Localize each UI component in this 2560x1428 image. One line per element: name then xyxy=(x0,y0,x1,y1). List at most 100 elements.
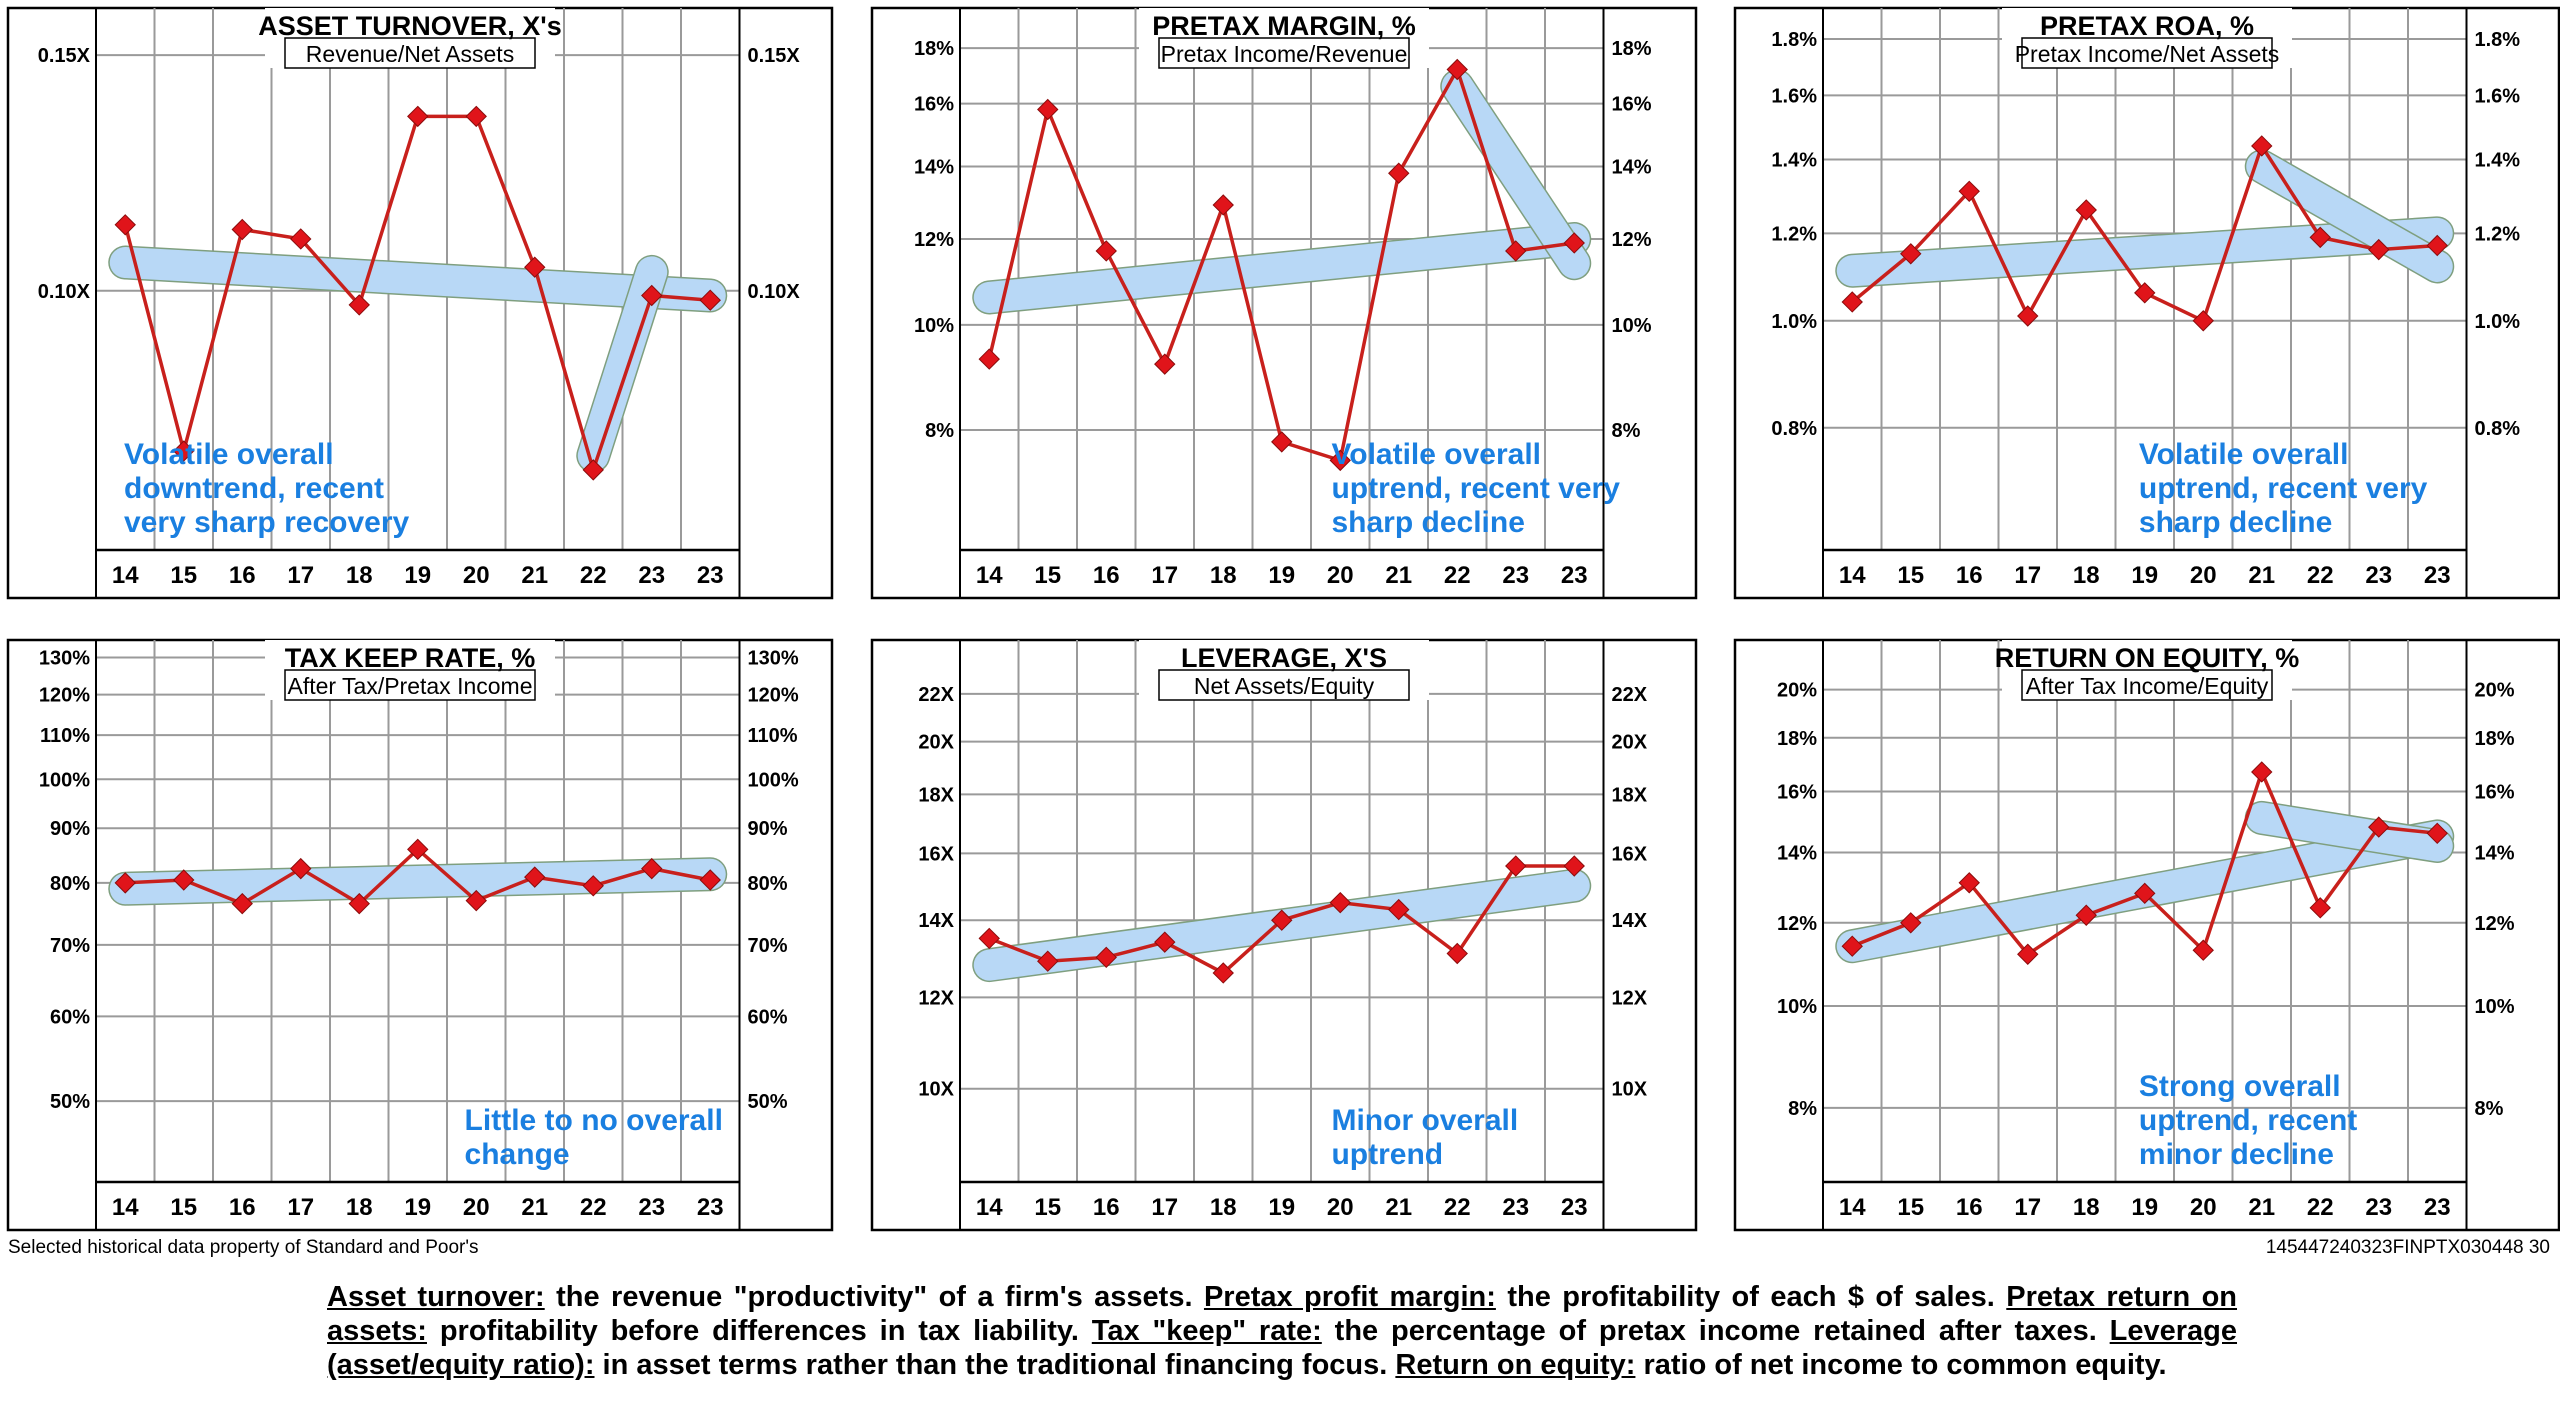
x-tick-label: 20 xyxy=(2190,562,2217,589)
annotation-text: Minor overall xyxy=(1331,1104,1518,1137)
y-tick-label-right: 16X xyxy=(1612,843,1648,865)
y-tick-label-left: 80% xyxy=(50,873,90,895)
y-tick-label-left: 50% xyxy=(50,1091,90,1113)
y-tick-label-left: 90% xyxy=(50,818,90,840)
data-point-marker xyxy=(2309,226,2331,249)
x-tick-label: 16 xyxy=(229,1194,256,1221)
data-point-marker xyxy=(2192,939,2214,961)
x-tick-label: 22 xyxy=(2307,1194,2334,1221)
data-point-marker xyxy=(2426,822,2448,845)
y-tick-label-right: 60% xyxy=(748,1006,788,1028)
trend-band-long xyxy=(109,247,726,311)
data-point-marker xyxy=(173,440,195,462)
y-tick-label-right: 14X xyxy=(1612,910,1648,932)
annotation-text: downtrend, recent xyxy=(124,472,384,505)
data-point-marker xyxy=(699,289,721,311)
y-tick-label-left: 130% xyxy=(39,648,90,670)
data-point-marker xyxy=(1958,180,1980,203)
x-tick-label: 21 xyxy=(2248,562,2275,589)
data-point-marker xyxy=(1900,243,1922,265)
data-point-marker xyxy=(1900,912,1922,934)
data-point-marker xyxy=(2251,761,2273,783)
subtitle-box xyxy=(2021,669,2273,701)
y-tick-label-right: 1.6% xyxy=(2475,85,2521,107)
x-tick-label: 14 xyxy=(976,1194,1003,1221)
data-point-marker xyxy=(641,857,663,880)
glossary-text: the percentage of pretax income retained… xyxy=(1321,1315,2110,1347)
y-tick-label-left: 16X xyxy=(918,843,954,865)
data-point-marker xyxy=(114,872,136,894)
glossary-text: the revenue "productivity" of a firm's a… xyxy=(544,1281,1204,1313)
x-tick-label: 23 xyxy=(2424,1194,2451,1221)
data-point-marker xyxy=(1329,449,1351,472)
y-tick-label-right: 100% xyxy=(748,769,799,791)
y-tick-label-right: 1.2% xyxy=(2475,223,2521,245)
y-tick-label-right: 22X xyxy=(1612,684,1648,706)
chart-grid: 0.15X 0.15X 0.10X 0.10X 14 15 16 17 18 19 20 21 22 23… xyxy=(6,6,2560,1232)
x-tick-label: 16 xyxy=(1093,562,1120,589)
x-tick-label: 18 xyxy=(1210,1194,1237,1221)
data-point-marker xyxy=(1958,872,1980,894)
data-point-marker xyxy=(978,348,1000,370)
trend-band-recent xyxy=(577,256,668,472)
y-tick-label-right: 130% xyxy=(748,648,799,670)
data-point-marker xyxy=(2309,897,2331,919)
x-tick-label: 19 xyxy=(2131,562,2158,589)
chart-panel-1: 0.15X 0.15X 0.10X 0.10X 14 15 16 17 18 19 20 21 22 23… xyxy=(6,6,834,600)
x-tick-label: 23 xyxy=(1561,1194,1588,1221)
x-tick-label: 22 xyxy=(1444,1194,1471,1221)
glossary-text: the profitability of each $ of sales. xyxy=(1495,1281,2007,1313)
data-point-marker xyxy=(173,869,195,891)
x-tick-label: 20 xyxy=(2190,1194,2217,1221)
glossary-term: Leverage (asset/equity ratio): xyxy=(327,1315,2238,1381)
subtitle-box xyxy=(284,669,536,701)
y-tick-label-right: 14% xyxy=(1612,156,1652,178)
y-tick-label-right: 20X xyxy=(1612,732,1648,754)
subtitle-box xyxy=(1158,669,1410,701)
data-point-marker xyxy=(2368,238,2390,261)
data-point-marker xyxy=(1212,962,1234,984)
x-tick-label: 21 xyxy=(521,562,548,589)
subtitle-box xyxy=(1158,37,1410,69)
y-tick-label-left: 0.8% xyxy=(1771,418,1817,440)
x-tick-label: 18 xyxy=(1210,562,1237,589)
annotation-text: Little to no overall xyxy=(465,1104,723,1137)
x-tick-label: 15 xyxy=(1897,1194,1924,1221)
y-tick-label-right: 1.0% xyxy=(2475,311,2521,333)
x-tick-label: 14 xyxy=(1839,1194,1866,1221)
data-point-marker xyxy=(2368,816,2390,838)
y-tick-label-right: 12X xyxy=(1612,987,1648,1009)
y-tick-label-left: 14% xyxy=(1777,842,1817,864)
y-tick-label-right: 10% xyxy=(1612,315,1652,337)
data-point-marker xyxy=(1841,291,1863,313)
y-tick-label-left: 60% xyxy=(50,1006,90,1028)
chart-title: PRETAX ROA, % xyxy=(2040,11,2254,41)
y-tick-label-left: 18% xyxy=(914,38,954,60)
x-tick-label: 17 xyxy=(287,562,314,589)
data-point-marker xyxy=(2251,135,2273,157)
trend-band-long xyxy=(973,223,1590,313)
y-tick-label-right: 18X xyxy=(1612,784,1648,806)
y-tick-label-left: 1.4% xyxy=(1771,149,1817,171)
x-tick-label: 15 xyxy=(1034,562,1061,589)
data-point-marker xyxy=(1446,942,1468,965)
data-point-marker xyxy=(1841,935,1863,957)
x-tick-label: 14 xyxy=(112,1194,139,1221)
x-tick-label: 18 xyxy=(2073,1194,2100,1221)
chart-subtitle: Pretax Income/Revenue xyxy=(1161,41,1408,67)
y-tick-label-left: 120% xyxy=(39,685,90,707)
data-point-marker xyxy=(582,459,604,481)
data-point-marker xyxy=(1212,194,1234,216)
y-tick-label-left: 16% xyxy=(914,94,954,116)
x-tick-label: 17 xyxy=(287,1194,314,1221)
x-tick-label: 22 xyxy=(580,1194,607,1221)
y-tick-label-right: 10X xyxy=(1612,1079,1648,1101)
data-point-marker xyxy=(1505,240,1527,262)
x-tick-label: 23 xyxy=(697,1194,724,1221)
report-code: 145447240323FINPTX030448 30 xyxy=(2265,1237,2550,1258)
data-point-marker xyxy=(231,892,253,915)
x-tick-label: 23 xyxy=(638,1194,665,1221)
x-tick-label: 16 xyxy=(229,562,256,589)
x-tick-label: 14 xyxy=(1839,562,1866,589)
x-tick-label: 22 xyxy=(580,562,607,589)
